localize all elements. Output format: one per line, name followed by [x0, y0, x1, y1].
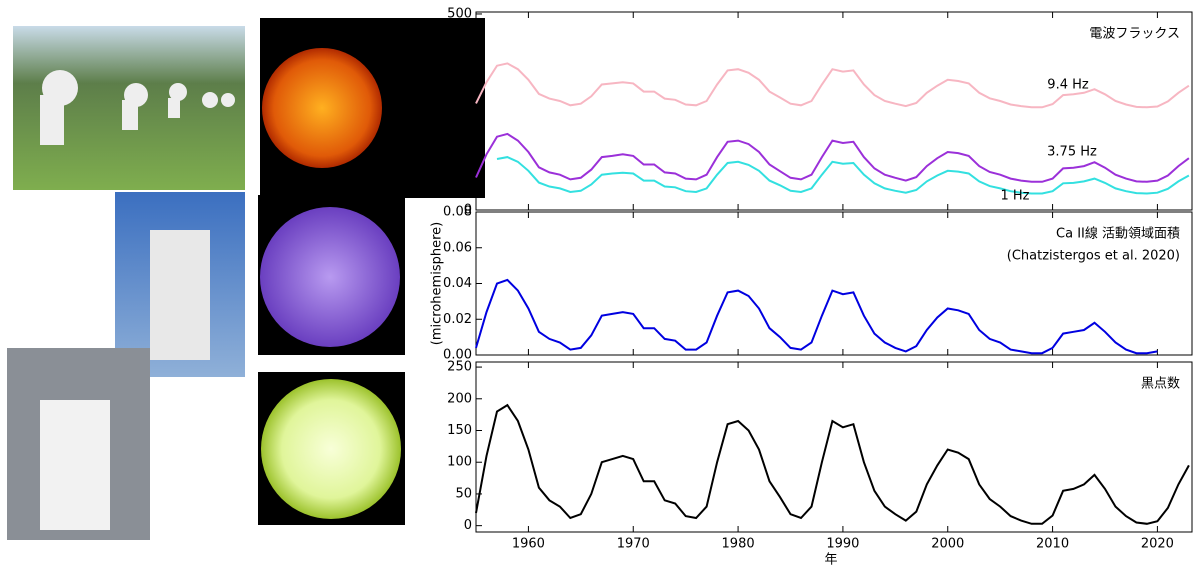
x-axis-label: 年	[824, 553, 837, 568]
y-tick-label: 0.00	[443, 348, 472, 363]
y-axis-label: (microhemisphere)	[430, 222, 445, 345]
x-tick-label: 2000	[931, 537, 964, 552]
y-tick-label: 200	[447, 124, 472, 139]
telescope	[40, 400, 110, 530]
y-tick-label: 0.08	[443, 205, 472, 220]
panel-subtitle: (Chatzistergos et al. 2020)	[1007, 249, 1180, 264]
series-label: 1 Hz	[1000, 189, 1029, 204]
telescope	[150, 230, 210, 360]
plot-frame	[475, 11, 1193, 211]
y-tick-label: 300	[447, 85, 472, 100]
sun-disk	[261, 379, 401, 519]
photos	[7, 18, 485, 540]
y-tick-label: 500	[447, 6, 472, 21]
y-tick-label: 100	[447, 163, 472, 178]
y-tick-label: 150	[447, 423, 472, 438]
y-axis-label: (SFU)	[430, 93, 445, 128]
x-tick-label: 2010	[1036, 537, 1069, 552]
antennas	[40, 70, 235, 145]
series-line	[496, 156, 1190, 195]
x-tick-label: 1990	[826, 537, 859, 552]
data-line	[475, 403, 1190, 525]
y-tick-label: 0	[464, 518, 472, 533]
series-label: 3.75 Hz	[1047, 145, 1097, 160]
y-tick-label: 0	[464, 203, 472, 218]
x-tick-label: 2020	[1141, 537, 1174, 552]
y-tick-label: 100	[447, 455, 472, 470]
y-tick-label: 0.02	[443, 312, 472, 327]
y-tick-label: 0.06	[443, 240, 472, 255]
sun-disk	[260, 207, 400, 347]
series-line	[475, 62, 1190, 109]
y-tick-label: 0.04	[443, 276, 472, 291]
y-tick-label: 200	[447, 391, 472, 406]
series-label: 9.4 Hz	[1047, 78, 1089, 93]
sun-disk	[262, 48, 382, 168]
y-tick-label: 400	[447, 46, 472, 61]
series-line	[475, 132, 1190, 183]
panel-title: 電波フラックス	[1089, 27, 1180, 42]
x-tick-label: 1960	[512, 537, 545, 552]
y-tick-label: 50	[455, 486, 472, 501]
data-line	[475, 278, 1158, 355]
plot-frame	[475, 361, 1193, 533]
x-tick-label: 1980	[722, 537, 755, 552]
panel-title: Ca II線 活動領域面積	[1056, 226, 1180, 242]
x-tick-label: 1970	[617, 537, 650, 552]
y-tick-label: 250	[447, 360, 472, 375]
panel-title: 黒点数	[1141, 377, 1180, 392]
